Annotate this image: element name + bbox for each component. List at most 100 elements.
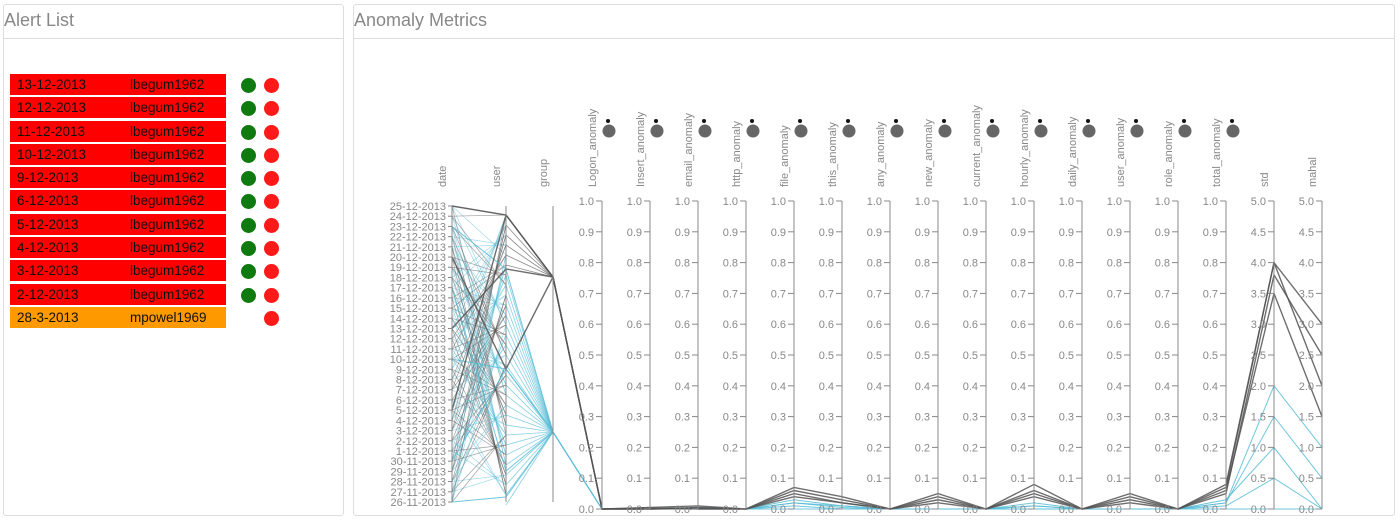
reject-alert-button[interactable] (264, 171, 279, 187)
alert-bar[interactable]: 5-12-2013 lbegum1962 (10, 213, 226, 235)
reject-alert-button[interactable] (264, 310, 279, 326)
metric-tick-label: 0.7 (1059, 288, 1074, 300)
alert-row[interactable]: 10-12-2013 lbegum1962 (9, 143, 343, 166)
alert-row[interactable]: 11-12-2013 lbegum1962 (9, 120, 343, 143)
alert-row[interactable]: 2-12-2013 lbegum1962 (9, 283, 343, 306)
parallel-coordinates-chart[interactable]: date 25-12-201324-12-201323-12-201322-12-… (354, 39, 1394, 516)
alert-bar[interactable]: 3-12-2013 lbegum1962 (10, 260, 226, 282)
metric-tick-label: 4.5 (1251, 227, 1266, 239)
metric-tick-label: 1.0 (1059, 196, 1074, 208)
metric-tick-label: 1.0 (771, 196, 786, 208)
reject-alert-button[interactable] (264, 124, 279, 140)
metric-tick-label: 0.3 (627, 412, 642, 424)
accept-alert-button[interactable] (241, 124, 256, 140)
fan-line (451, 214, 507, 503)
fan-line (451, 254, 507, 350)
axis-toggle-icon[interactable] (842, 124, 856, 138)
fan-line (505, 314, 554, 433)
fan-line (505, 404, 554, 433)
metric-tick-label: 0.1 (1011, 473, 1026, 485)
accept-alert-button[interactable] (241, 171, 256, 187)
alert-row[interactable]: 9-12-2013 lbegum1962 (9, 166, 343, 189)
reject-alert-button[interactable] (264, 287, 279, 303)
metric-tick-label: 0.4 (579, 381, 594, 393)
axis-toggle-dot-icon (1134, 119, 1138, 123)
metric-tick-label: 1.0 (1299, 442, 1314, 454)
metric-tick-label: 0.0 (915, 504, 930, 516)
axis-toggle-icon[interactable] (1130, 124, 1144, 138)
metric-tick-label: 0.0 (1107, 504, 1122, 516)
axis-toggle-icon[interactable] (746, 124, 760, 138)
metric-tick-label: 0.2 (771, 442, 786, 454)
axis-toggle-icon[interactable] (890, 124, 904, 138)
alert-bar[interactable]: 2-12-2013 lbegum1962 (10, 283, 226, 305)
alert-row[interactable]: 13-12-2013 lbegum1962 (9, 73, 343, 96)
metric-tick-label: 0.1 (1155, 473, 1170, 485)
axis-toggle-icon[interactable] (794, 124, 808, 138)
reject-alert-button[interactable] (264, 78, 279, 93)
alert-list: 13-12-2013 lbegum1962 12-12-2013 lbegum1962… (9, 73, 343, 329)
metric-tick-label: 1.0 (1011, 196, 1026, 208)
metric-tick-label: 0.2 (1059, 442, 1074, 454)
metric-tick-label: 0.8 (867, 258, 882, 270)
reject-alert-button[interactable] (264, 241, 279, 257)
alert-row[interactable]: 12-12-2013 lbegum1962 (9, 96, 343, 119)
alert-bar[interactable]: 10-12-2013 lbegum1962 (10, 143, 226, 165)
alert-bar[interactable]: 4-12-2013 lbegum1962 (10, 237, 226, 259)
accept-alert-button[interactable] (241, 241, 256, 257)
alert-bar[interactable]: 13-12-2013 lbegum1962 (10, 74, 226, 95)
date-tick-label: 13-12-2013 (390, 323, 446, 335)
axis-toggle-icon[interactable] (1178, 124, 1192, 138)
accept-alert-button[interactable] (241, 101, 256, 117)
metric-tick-label: 1.5 (1251, 412, 1266, 424)
accept-alert-button[interactable] (241, 287, 256, 303)
metric-tick-label: 0.3 (1203, 412, 1218, 424)
alert-bar[interactable]: 12-12-2013 lbegum1962 (10, 97, 226, 119)
alert-bar[interactable]: 28-3-2013 mpowel1969 (10, 306, 226, 328)
alert-row[interactable]: 28-3-2013 mpowel1969 (9, 306, 343, 329)
metric-tick-label: 0.1 (579, 473, 594, 485)
accept-alert-button[interactable] (241, 147, 256, 163)
axis-toggle-icon[interactable] (1082, 124, 1096, 138)
axis-toggle-icon[interactable] (698, 124, 712, 138)
alert-bar[interactable]: 9-12-2013 lbegum1962 (10, 167, 226, 189)
accept-alert-button[interactable] (241, 264, 256, 280)
metric-tick-label: 0.4 (1059, 381, 1074, 393)
date-tick-label: 14-12-2013 (390, 313, 446, 325)
alert-bar[interactable]: 6-12-2013 lbegum1962 (10, 190, 226, 212)
alert-row[interactable]: 4-12-2013 lbegum1962 (9, 236, 343, 259)
reject-alert-button[interactable] (264, 264, 279, 280)
metric-tick-label: 1.0 (627, 196, 642, 208)
metric-tick-label: 0.8 (963, 258, 978, 270)
date-tick-label: 11-12-2013 (391, 344, 446, 356)
reject-alert-button[interactable] (264, 194, 279, 210)
alert-bar[interactable]: 11-12-2013 lbegum1962 (10, 120, 226, 142)
metric-tick-label: 0.5 (675, 350, 690, 362)
alert-row[interactable]: 5-12-2013 lbegum1962 (9, 213, 343, 236)
alert-row[interactable]: 6-12-2013 lbegum1962 (9, 189, 343, 212)
axis-toggle-icon[interactable] (986, 124, 1000, 138)
metric-tick-label: 0.9 (915, 227, 930, 239)
reject-alert-button[interactable] (264, 101, 279, 117)
accept-alert-button[interactable] (241, 194, 256, 210)
metric-tick-label: 0.2 (819, 442, 834, 454)
axis-toggle-icon[interactable] (938, 124, 952, 138)
accept-alert-button[interactable] (241, 217, 256, 233)
fan-line (451, 216, 507, 326)
date-tick-label: 6-12-2013 (396, 395, 446, 407)
reject-alert-button[interactable] (264, 147, 279, 163)
axis-toggle-icon[interactable] (1226, 124, 1240, 138)
metric-tick-label: 1.0 (1155, 196, 1170, 208)
axis-toggle-icon[interactable] (650, 124, 664, 138)
metric-tick-label: 0.7 (627, 288, 642, 300)
reject-alert-button[interactable] (264, 217, 279, 233)
axis-toggle-icon[interactable] (602, 124, 616, 138)
alert-row[interactable]: 3-12-2013 lbegum1962 (9, 259, 343, 282)
metric-tick-label: 4.0 (1299, 258, 1314, 270)
accept-alert-button[interactable] (241, 78, 256, 93)
metric-axis-label: file_anomaly (779, 125, 791, 187)
user-axis-label: user (491, 165, 503, 187)
metric-tick-label: 0.2 (1155, 442, 1170, 454)
axis-toggle-icon[interactable] (1034, 124, 1048, 138)
group-axis-label: group (538, 159, 550, 187)
